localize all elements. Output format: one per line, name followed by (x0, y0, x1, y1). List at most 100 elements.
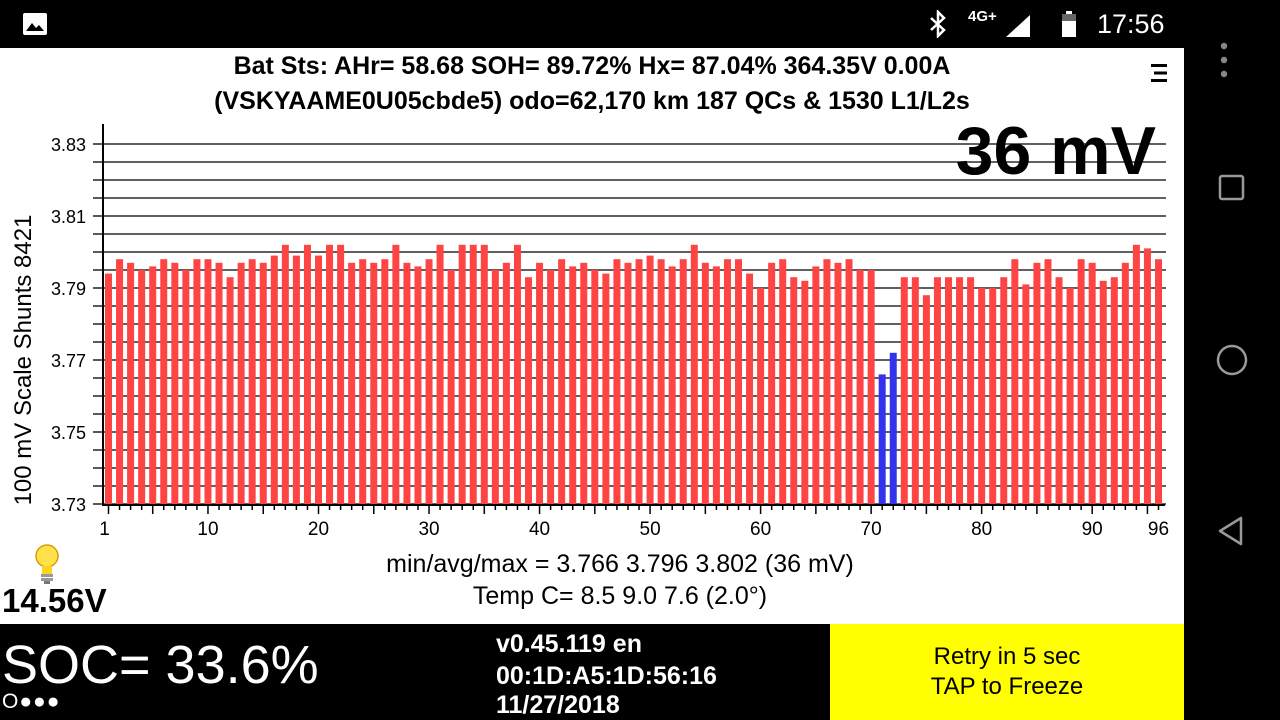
x-tick-label: 90 (1082, 519, 1103, 540)
cell-bar (558, 259, 566, 504)
x-tick-label: 70 (861, 519, 882, 540)
cell-bar (1066, 288, 1074, 504)
cell-bar (834, 262, 842, 504)
back-icon[interactable] (1217, 515, 1245, 547)
cell-bar (436, 244, 444, 505)
cell-bar (867, 270, 875, 504)
cell-bar (569, 266, 577, 504)
y-tick-label: 3.79 (51, 279, 86, 299)
cell-bar (757, 288, 765, 504)
cell-bar (790, 277, 798, 504)
battery-status-line: Bat Sts: AHr= 58.68 SOH= 89.72% Hx= 87.0… (233, 52, 951, 80)
cell-bar (602, 273, 610, 504)
version-info: v0.45.119 en 00:1D:A5:1D:56:16 11/27/201… (496, 630, 717, 720)
cell-bar (536, 262, 544, 504)
cell-voltage-chart[interactable]: 3.83 3.81 3.79 3.77 3.75 3.73 1 10 20 30 40 50 60 70… (0, 48, 1184, 548)
cell-bar (812, 266, 820, 504)
cell-bar (768, 262, 776, 504)
x-tick-label: 60 (750, 519, 771, 540)
cell-bar (414, 266, 422, 504)
status-bar: 4G+ 17:56 (0, 0, 1280, 48)
cell-bar (1110, 277, 1118, 504)
tap-freeze-line: TAP to Freeze (930, 673, 1084, 700)
cell-bar (425, 259, 433, 504)
cell-bar (381, 259, 389, 504)
cell-bar (248, 259, 256, 504)
recents-icon[interactable] (1218, 174, 1246, 202)
cell-bar (491, 270, 499, 504)
cell-bar (945, 277, 952, 504)
cell-bar (1044, 259, 1052, 504)
cell-bar (204, 259, 212, 504)
cell-bar (547, 270, 555, 504)
aux-battery-voltage: 14.56V (2, 582, 107, 619)
cell-bar (956, 277, 964, 504)
cell-bar (392, 244, 400, 505)
cell-bar (978, 288, 986, 504)
cell-bar (182, 270, 190, 504)
cell-bar (315, 255, 322, 504)
cell-bar (580, 262, 588, 504)
cell-bar (657, 259, 665, 504)
cell-bar (138, 270, 146, 504)
clock: 17:56 (1097, 9, 1165, 39)
x-tick-label: 50 (640, 519, 661, 540)
cell-bar (613, 259, 621, 504)
y-tick-label: 3.75 (51, 423, 86, 443)
cell-bar (690, 244, 698, 505)
cell-bar (292, 255, 300, 504)
x-tick-label: 10 (197, 519, 218, 540)
y-tick-label: 3.83 (51, 135, 86, 155)
cell-bar (922, 295, 930, 504)
cell-bar (469, 244, 477, 505)
cell-bar (1121, 262, 1129, 504)
cell-bar (403, 262, 411, 504)
cell-bar (1055, 277, 1063, 504)
cell-bar (845, 259, 853, 504)
date: 11/27/2018 (496, 691, 620, 719)
y-tick-label: 3.77 (51, 351, 86, 371)
home-icon[interactable] (1215, 343, 1249, 377)
cell-bar (1155, 259, 1162, 504)
cell-bar (525, 277, 532, 504)
cell-bar (679, 259, 687, 504)
voltage-spread-label: 36 mV (955, 113, 1156, 189)
cell-bar (149, 266, 157, 504)
x-tick-label: 40 (529, 519, 550, 540)
bottom-panel: SOC= 33.6% O●●● v0.45.119 en 00:1D:A5:1D… (0, 624, 1184, 720)
cell-bar (900, 277, 908, 504)
cell-bar (989, 288, 997, 504)
cell-bar (326, 244, 334, 505)
retry-line: Retry in 5 sec (933, 643, 1081, 670)
cell-bar (447, 270, 455, 504)
cell-bar (370, 262, 378, 504)
temperature-stats: Temp C= 8.5 9.0 7.6 (2.0°) (472, 582, 768, 610)
menu-icon[interactable] (1150, 62, 1168, 84)
cell-bar (779, 259, 787, 504)
cell-bar (701, 262, 709, 504)
x-tick-label: 1 (99, 519, 110, 540)
cell-bar (226, 277, 234, 504)
more-options-icon[interactable] (1220, 40, 1240, 84)
cell-bar (668, 266, 676, 504)
device-mac: 00:1D:A5:1D:56:16 (496, 662, 717, 690)
freeze-button[interactable]: Retry in 5 sec TAP to Freeze (830, 624, 1184, 720)
battery-app[interactable]: Bat Sts: AHr= 58.68 SOH= 89.72% Hx= 87.0… (0, 48, 1184, 624)
cell-bar (746, 273, 754, 504)
cell-bar (878, 374, 886, 504)
cell-bar (127, 262, 135, 504)
cell-bar (237, 262, 245, 504)
state-of-charge: SOC= 33.6% (2, 635, 319, 695)
cell-bar (270, 255, 278, 504)
cell-bar (193, 259, 201, 504)
cell-bar (723, 259, 731, 504)
cell-bar (911, 277, 919, 504)
cell-bar (889, 352, 897, 504)
x-tick-label: 30 (418, 519, 439, 540)
cell-bar (513, 244, 521, 505)
lightbulb-icon[interactable] (32, 542, 62, 586)
cell-bar (735, 259, 742, 504)
cell-bar (823, 259, 831, 504)
min-avg-max-stats: min/avg/max = 3.766 3.796 3.802 (36 mV) (386, 550, 854, 578)
y-tick-label: 3.73 (51, 495, 86, 515)
